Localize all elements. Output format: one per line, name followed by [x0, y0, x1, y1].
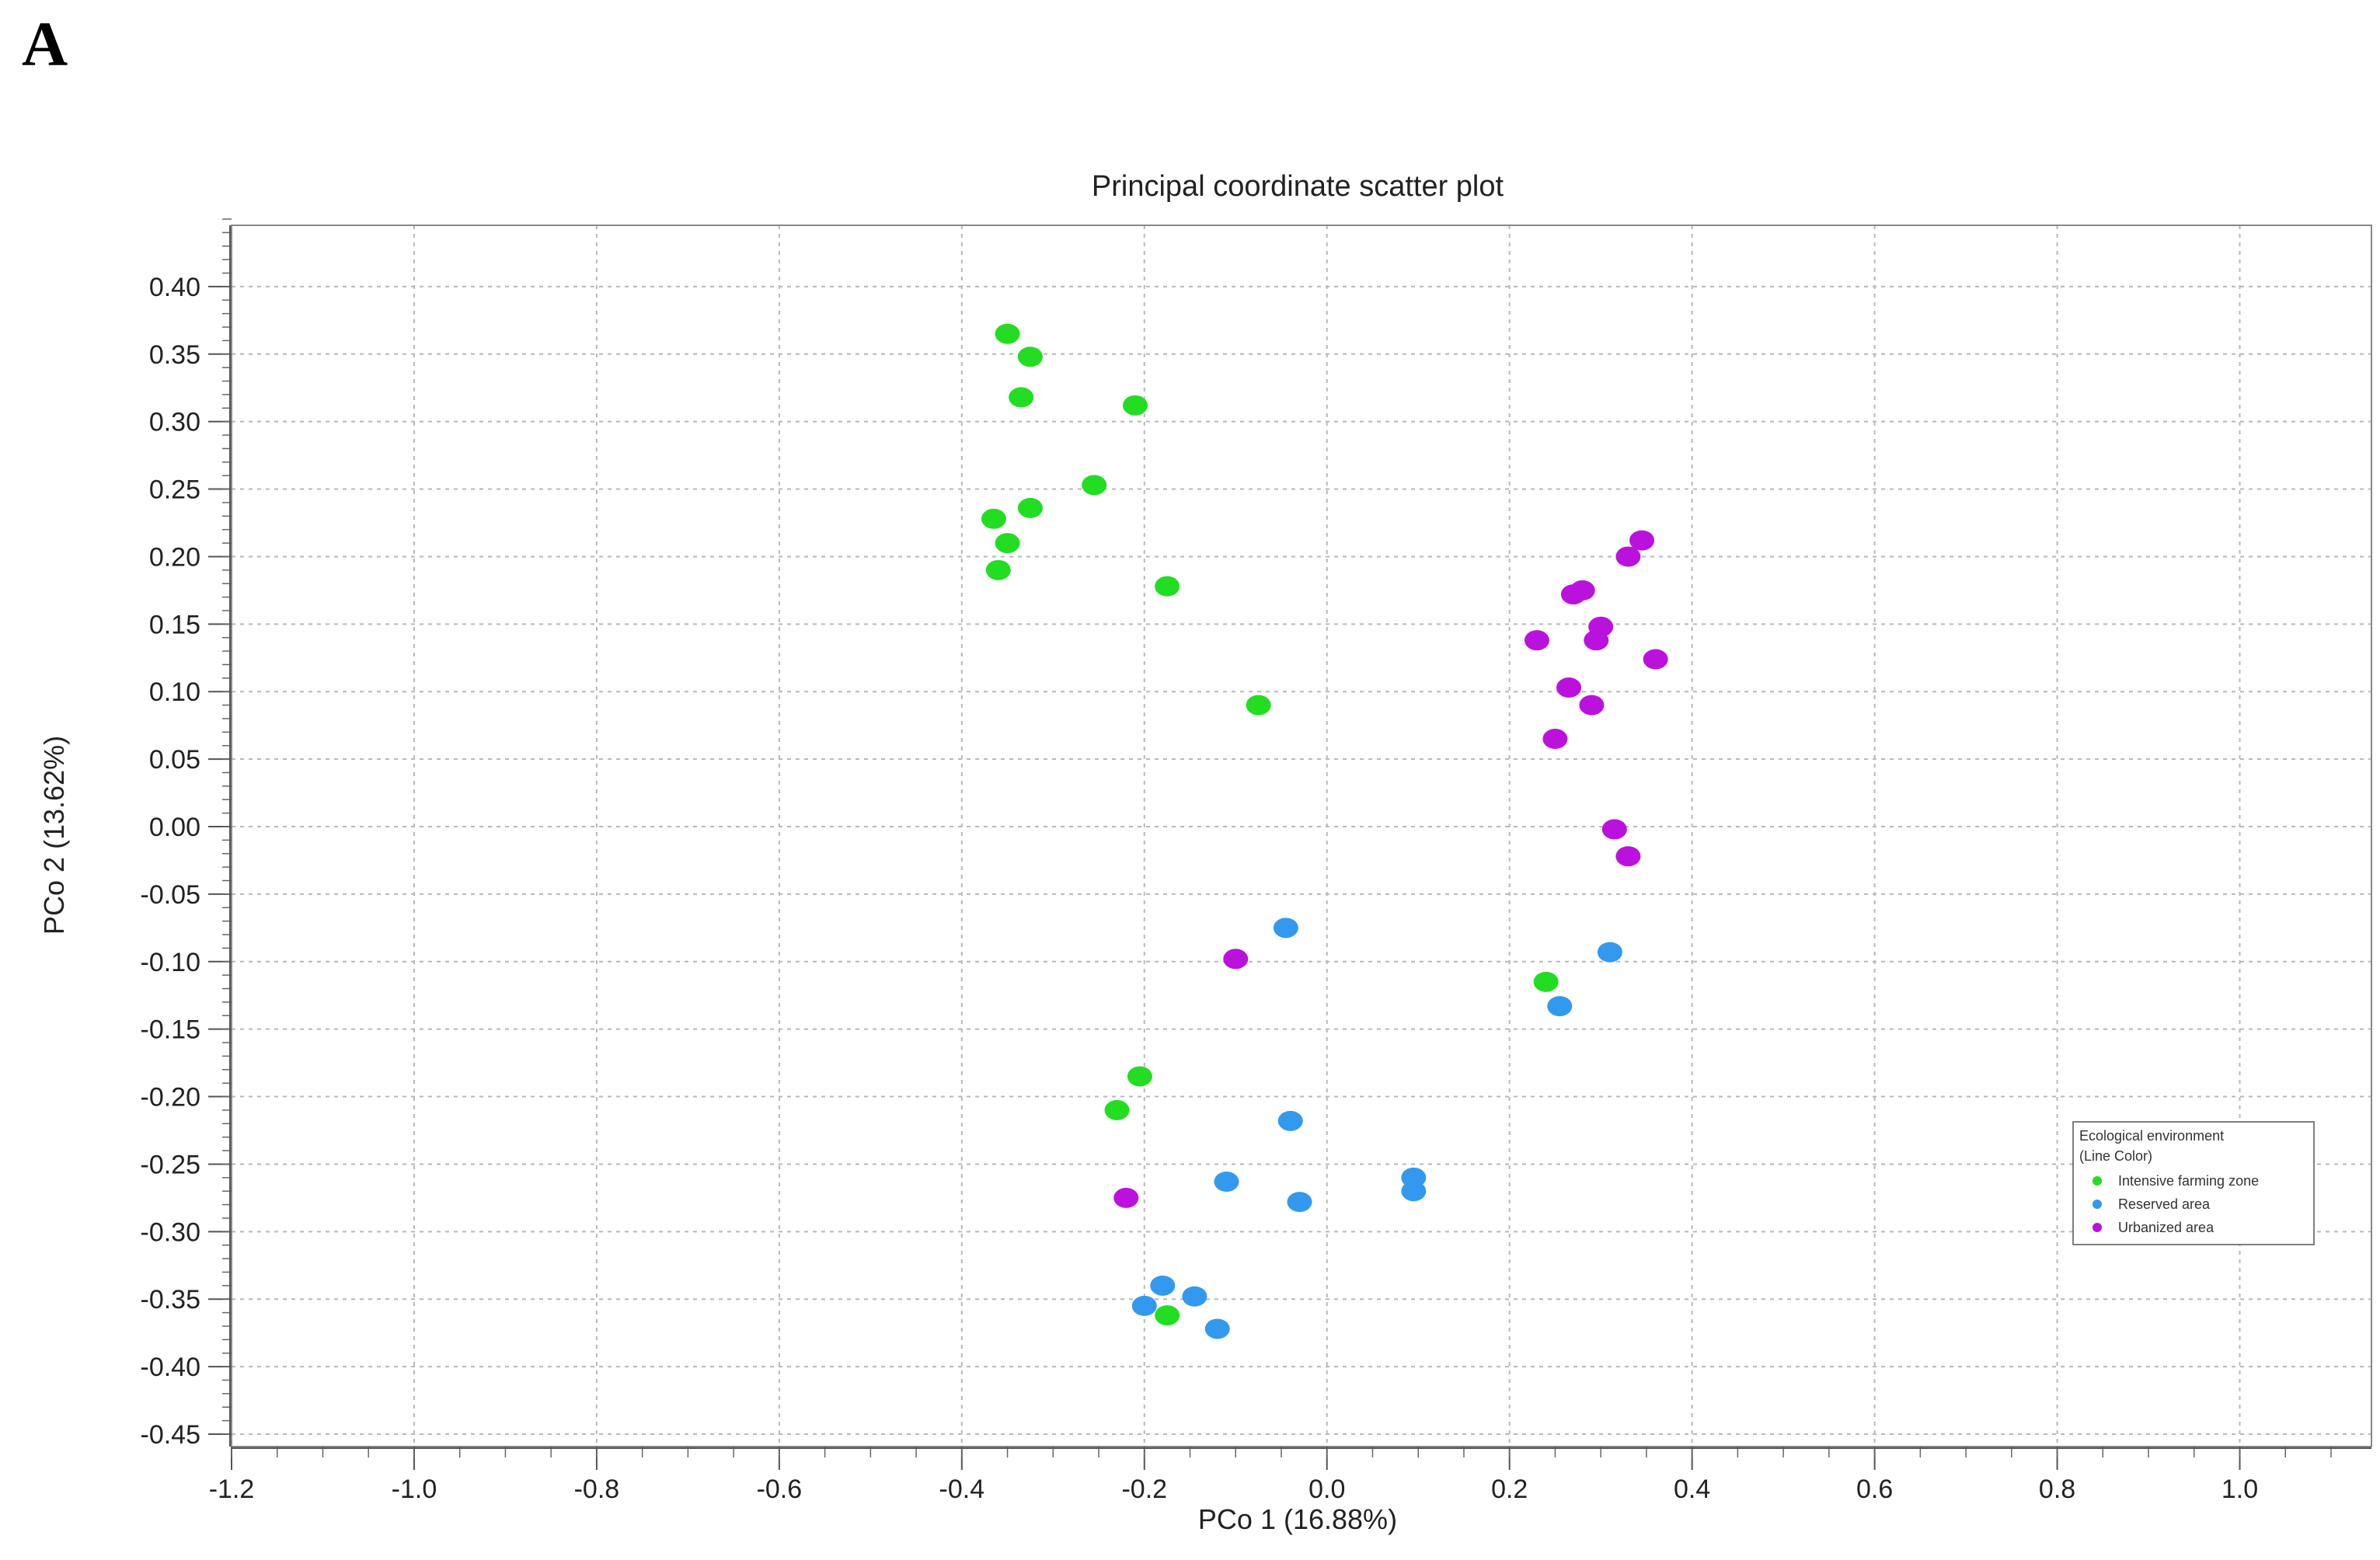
legend-marker: [2093, 1200, 2102, 1209]
x-tick-label: -1.0: [392, 1475, 437, 1504]
data-point: [1629, 530, 1655, 551]
y-tick-label: 0.25: [149, 475, 200, 505]
legend-label: Intensive farming zone: [2118, 1173, 2259, 1189]
y-tick-label: -0.30: [141, 1217, 201, 1247]
data-point: [995, 533, 1020, 554]
y-tick-label: -0.45: [141, 1420, 201, 1450]
axes: 0.40 0.35 0.30 0.25 0.20 0.15 0.10 0.05 0.00 -0.0…: [141, 218, 2371, 1504]
data-point: [1547, 996, 1573, 1017]
y-tick-label: -0.05: [141, 880, 201, 910]
panel-label: A: [22, 9, 68, 79]
data-point: [1113, 1187, 1139, 1208]
data-point: [1601, 819, 1627, 840]
data-point: [1082, 475, 1107, 496]
data-point: [995, 323, 1020, 344]
x-tick-label: 0.6: [1856, 1475, 1893, 1504]
data-point: [1131, 1295, 1157, 1316]
x-tick-label: -0.8: [574, 1475, 620, 1504]
data-point: [1017, 497, 1043, 518]
x-axis-title: PCo 1 (16.88%): [1198, 1503, 1397, 1535]
y-tick-label: 0.35: [149, 340, 200, 370]
x-tick-label: 1.0: [2221, 1475, 2258, 1504]
y-axis-title: PCo 2 (13.62%): [38, 736, 70, 935]
y-tick-label: -0.10: [141, 948, 201, 977]
data-point: [1104, 1099, 1130, 1120]
data-point: [1277, 1110, 1303, 1131]
data-point: [1643, 649, 1668, 670]
y-tick-label: -0.40: [141, 1353, 201, 1382]
data-point: [1579, 695, 1605, 716]
data-point: [1542, 729, 1568, 750]
data-point: [1615, 846, 1641, 867]
y-tick-label: 0.05: [149, 745, 200, 775]
legend-marker: [2093, 1223, 2102, 1232]
data-point: [1123, 395, 1148, 416]
data-point: [1533, 971, 1559, 992]
data-point: [1017, 346, 1043, 367]
legend-box: [2072, 1121, 2315, 1245]
x-tick-label: -0.2: [1121, 1475, 1167, 1504]
data-point: [1273, 918, 1298, 938]
x-tick-label: -1.2: [209, 1475, 255, 1504]
x-tick-label: 0.2: [1491, 1475, 1528, 1504]
data-point: [1597, 942, 1622, 963]
x-tick-label: -0.6: [757, 1475, 803, 1504]
legend-marker: [2093, 1176, 2102, 1186]
scatter-points: [981, 323, 1668, 1339]
data-point: [1524, 630, 1549, 651]
y-tick-label: 0.00: [149, 813, 200, 842]
data-point: [1287, 1192, 1312, 1213]
data-point: [1560, 584, 1586, 605]
data-point: [1127, 1066, 1152, 1087]
y-tick-label: -0.25: [141, 1150, 201, 1179]
data-point: [1009, 387, 1034, 408]
data-point: [1401, 1181, 1427, 1202]
x-tick-label: 0.8: [2039, 1475, 2075, 1504]
chart-title: Principal coordinate scatter plot: [1092, 170, 1504, 203]
data-point: [1556, 677, 1582, 698]
data-point: [1246, 695, 1271, 716]
data-point: [1223, 949, 1249, 970]
data-point: [981, 508, 1006, 529]
data-point: [1214, 1172, 1239, 1193]
legend-label: Urbanized area: [2118, 1220, 2214, 1235]
y-tick-label: -0.20: [141, 1083, 201, 1113]
data-point: [1204, 1318, 1230, 1339]
y-tick-label: 0.30: [149, 408, 200, 437]
x-tick-label: 0.4: [1674, 1475, 1710, 1504]
data-point: [985, 559, 1011, 580]
legend: Ecological environment (Line Color) Inte…: [2072, 1121, 2315, 1245]
data-point: [1182, 1286, 1207, 1307]
y-tick-label: -0.35: [141, 1285, 201, 1315]
data-point: [1150, 1275, 1176, 1296]
data-point: [1615, 546, 1641, 567]
legend-label: Reserved area: [2118, 1196, 2211, 1212]
data-point: [1155, 576, 1180, 597]
x-tick-label: 0.0: [1308, 1475, 1345, 1504]
y-tick-label: 0.20: [149, 542, 200, 572]
data-point: [1584, 630, 1609, 651]
y-tick-label: 0.40: [149, 273, 200, 302]
data-point: [1155, 1305, 1180, 1326]
x-tick-label: -0.4: [939, 1475, 985, 1504]
legend-subtitle: (Line Color): [2079, 1148, 2152, 1164]
y-tick-label: 0.10: [149, 677, 200, 707]
plot-frame: [231, 225, 2372, 1447]
legend-title: Ecological environment: [2079, 1128, 2224, 1144]
y-tick-label: 0.15: [149, 610, 200, 639]
grid-lines: [232, 225, 2371, 1447]
y-tick-label: -0.15: [141, 1015, 201, 1045]
